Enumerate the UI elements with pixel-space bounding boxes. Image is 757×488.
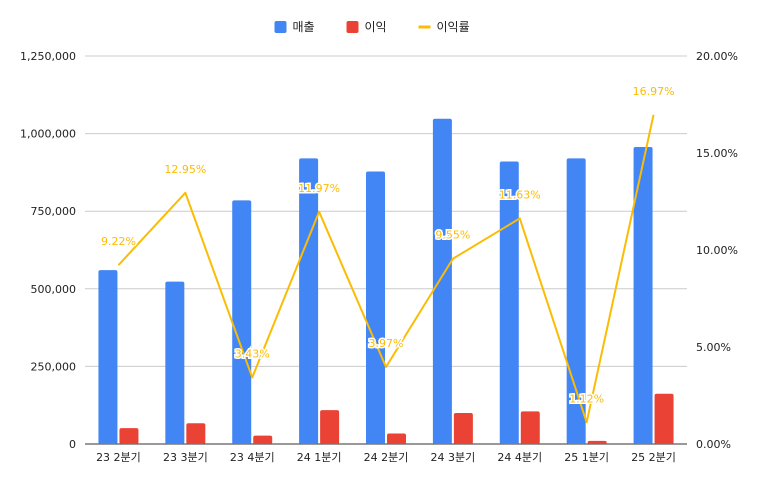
legend-swatch-이익 bbox=[346, 21, 359, 33]
left-axis-tick-label: 250,000 bbox=[31, 360, 77, 373]
line-data-label: 3.97% bbox=[369, 337, 404, 350]
line-이익률 bbox=[117, 114, 655, 424]
x-axis-tick-label: 25 2분기 bbox=[631, 451, 676, 464]
bar-이익 bbox=[186, 423, 206, 444]
bar-이익 bbox=[387, 433, 406, 444]
bar-매출 bbox=[232, 200, 252, 444]
bar-이익 bbox=[654, 393, 674, 444]
legend-label-매출: 매출 bbox=[293, 20, 315, 34]
line-data-labels: 9.22% 12.95% 3.43% 11.97% 3.97% 9.55% 11.63% 1.… bbox=[99, 83, 676, 406]
bar-매출 bbox=[98, 270, 118, 444]
x-axis-ticks: 23 2분기 23 3분기 23 4분기 24 1분기 24 2분기 24 3분기 24 4… bbox=[96, 451, 676, 464]
gridlines bbox=[85, 55, 687, 445]
left-axis-tick-label: 0 bbox=[69, 438, 76, 451]
legend-label-이익률: 이익률 bbox=[437, 20, 470, 34]
x-axis-tick-label: 25 1분기 bbox=[564, 451, 609, 464]
line-data-label: 11.63% bbox=[499, 188, 541, 201]
x-axis-tick-label: 24 4분기 bbox=[497, 451, 542, 464]
bar-이익 bbox=[253, 435, 273, 444]
right-axis-tick-label: 5.00% bbox=[696, 341, 731, 354]
x-axis-tick-label: 24 2분기 bbox=[364, 451, 409, 464]
line-data-label: 11.97% bbox=[298, 182, 340, 195]
left-axis-tick-label: 500,000 bbox=[31, 283, 77, 296]
bar-매출 bbox=[633, 146, 653, 444]
right-axis-ticks: 0.00% 5.00% 10.00% 15.00% 20.00% bbox=[696, 50, 738, 451]
bar-이익 bbox=[119, 428, 139, 444]
right-axis-tick-label: 0.00% bbox=[696, 438, 731, 451]
right-axis-tick-label: 10.00% bbox=[696, 244, 738, 257]
bar-매출 bbox=[432, 118, 452, 444]
legend-label-이익: 이익 bbox=[365, 20, 387, 34]
x-axis-tick-label: 24 1분기 bbox=[297, 451, 342, 464]
line-data-label: 3.43% bbox=[235, 347, 270, 360]
bar-series bbox=[98, 118, 674, 444]
x-axis-tick-label: 23 3분기 bbox=[163, 451, 208, 464]
bar-이익 bbox=[320, 410, 340, 444]
right-axis-tick-label: 15.00% bbox=[696, 147, 738, 160]
line-data-label: 12.95% bbox=[164, 163, 206, 176]
bar-이익 bbox=[587, 440, 607, 444]
left-axis-tick-label: 1,000,000 bbox=[20, 128, 76, 141]
right-axis-tick-label: 20.00% bbox=[696, 50, 738, 63]
line-data-label: 16.97% bbox=[633, 85, 675, 98]
bar-이익 bbox=[520, 411, 540, 444]
legend: 매출 이익 이익률 bbox=[274, 20, 470, 34]
left-axis-ticks: 0 250,000 500,000 750,000 1,000,000 1,250,000 bbox=[20, 50, 76, 451]
bar-매출 bbox=[299, 158, 319, 444]
x-axis-tick-label: 23 4분기 bbox=[230, 451, 275, 464]
left-axis-tick-label: 1,250,000 bbox=[20, 50, 76, 63]
line-data-label: 1.12% bbox=[569, 392, 604, 405]
x-axis-tick-label: 24 3분기 bbox=[431, 451, 476, 464]
left-axis-tick-label: 750,000 bbox=[31, 205, 77, 218]
x-axis-tick-label: 23 2분기 bbox=[96, 451, 141, 464]
bar-매출 bbox=[366, 171, 385, 444]
bar-이익 bbox=[453, 412, 473, 444]
line-series bbox=[117, 114, 655, 424]
legend-swatch-매출 bbox=[274, 21, 287, 33]
bar-매출 bbox=[499, 161, 519, 444]
bar-매출 bbox=[165, 281, 185, 444]
legend-swatch-이익률 bbox=[418, 25, 431, 29]
line-data-label: 9.55% bbox=[435, 229, 470, 242]
line-data-label: 9.22% bbox=[101, 235, 136, 248]
